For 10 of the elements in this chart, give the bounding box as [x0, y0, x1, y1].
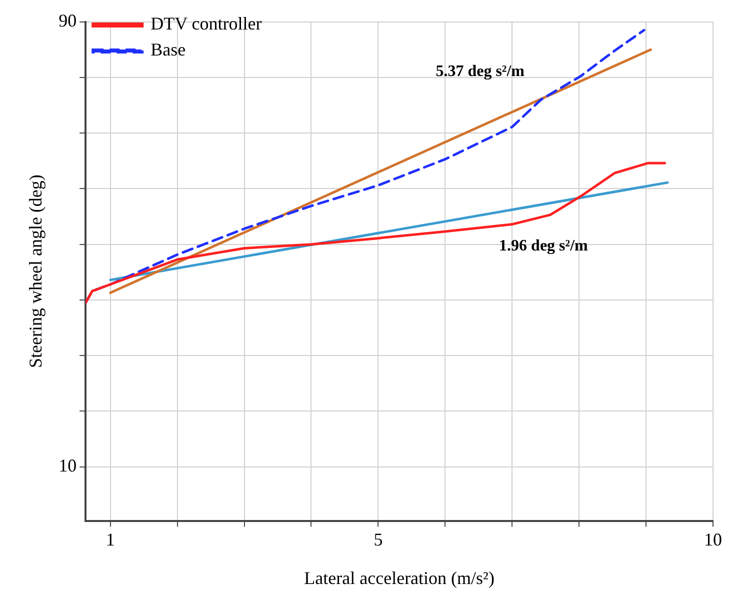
x-tick-label: 5 — [374, 529, 383, 550]
legend-label: DTV controller — [150, 14, 262, 34]
y-axis-title: Steering wheel angle (deg) — [26, 174, 46, 368]
y-tick-label: 90 — [58, 10, 77, 31]
legend-label: Base — [150, 40, 186, 60]
annotation: 5.37 deg s²/m — [436, 62, 526, 80]
annotation: 1.96 deg s²/m — [499, 237, 589, 254]
x-axis-title: Lateral acceleration (m/s²) — [304, 568, 494, 588]
x-tick-label: 1 — [106, 529, 115, 550]
x-tick-label: 10 — [704, 529, 722, 550]
